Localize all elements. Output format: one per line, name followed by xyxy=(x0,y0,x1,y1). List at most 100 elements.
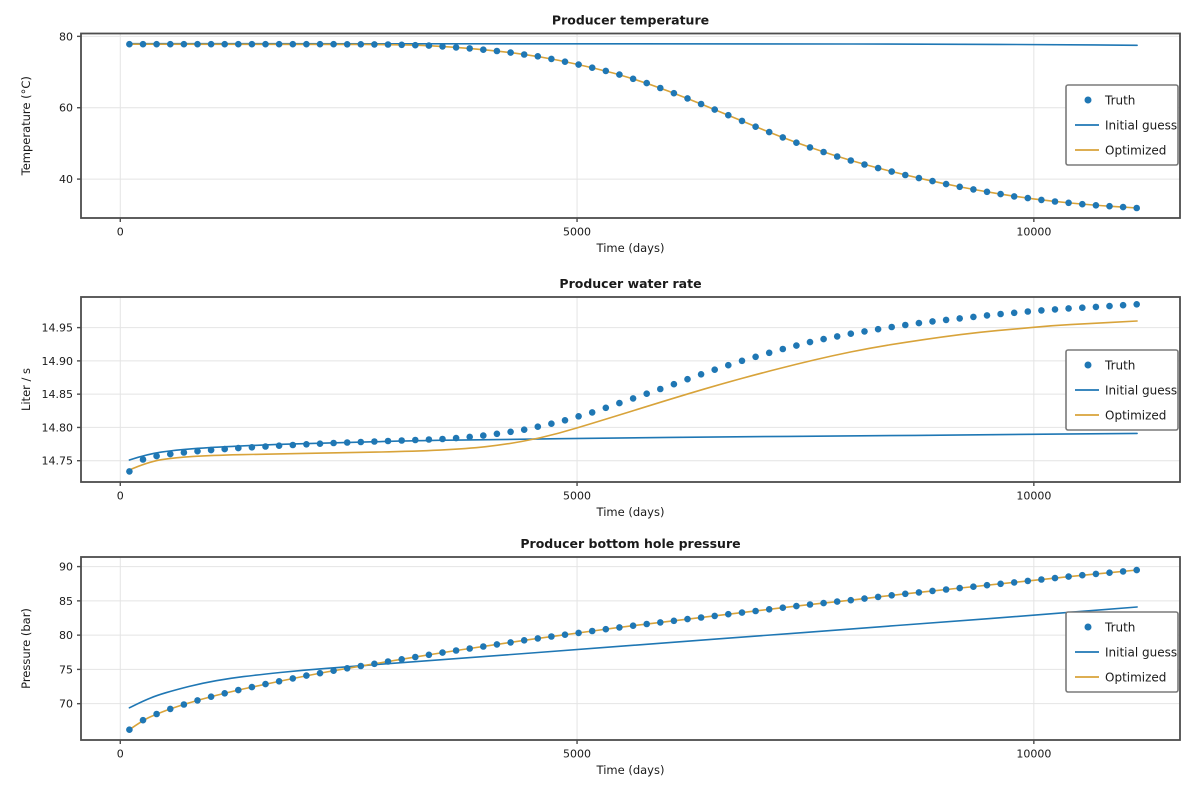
truth-dot xyxy=(1051,306,1059,313)
truth-dot xyxy=(942,180,950,188)
truth-dot xyxy=(806,338,814,346)
y-tick-label: 80 xyxy=(59,629,73,642)
truth-dot xyxy=(384,658,392,665)
legend-marker-dot xyxy=(1084,96,1092,104)
legend-label: Optimized xyxy=(1105,671,1166,685)
x-tick-label: 10000 xyxy=(1016,490,1051,503)
chart-title: Producer bottom hole pressure xyxy=(520,536,740,551)
truth-dot xyxy=(820,335,827,343)
x-tick-label: 10000 xyxy=(1016,748,1051,761)
truth-dot xyxy=(316,669,324,677)
truth-dot xyxy=(874,593,882,601)
chart-producer-water-rate: 0 5000 10000 14.75 14.80 14.85 14.90 14.95 Produ… xyxy=(19,276,1181,519)
truth-dot xyxy=(602,625,610,633)
truth-dot xyxy=(412,653,419,661)
legend-box xyxy=(1065,611,1179,693)
truth-dot xyxy=(139,40,147,48)
truth-dot xyxy=(793,342,800,349)
truth-dot xyxy=(194,447,201,455)
truth-dot xyxy=(888,592,895,599)
truth-dot xyxy=(520,637,528,644)
truth-dot xyxy=(997,310,1004,318)
truth-dot xyxy=(507,49,514,56)
chart-producer-bottom-hole-pressure: 0 5000 10000 70 75 80 85 90 Producer bottom hole… xyxy=(19,536,1181,777)
truth-dot xyxy=(1106,302,1113,310)
x-tick-label: 5000 xyxy=(563,748,591,761)
truth-dot xyxy=(289,441,297,449)
truth-dot xyxy=(806,144,814,151)
truth-dot xyxy=(983,581,991,589)
y-axis-label: Pressure (bar) xyxy=(19,608,33,689)
truth-dot xyxy=(1119,568,1127,575)
x-axis-label: Time (days) xyxy=(596,763,665,777)
truth-dot xyxy=(1079,304,1086,312)
y-tick-label: 80 xyxy=(59,30,73,43)
x-axis-label: Time (days) xyxy=(596,505,665,519)
truth-dot xyxy=(384,41,392,48)
truth-dot xyxy=(575,629,582,637)
truth-dot xyxy=(725,610,732,618)
truth-dot xyxy=(970,583,977,590)
truth-dot xyxy=(235,686,242,694)
truth-dot xyxy=(970,313,977,321)
x-tick-label: 0 xyxy=(117,226,124,239)
y-tick-label: 14.75 xyxy=(42,455,74,468)
y-tick-label: 75 xyxy=(59,663,73,676)
truth-dot xyxy=(956,315,963,322)
truth-dot xyxy=(507,639,514,646)
truth-dot xyxy=(493,641,501,648)
truth-dot xyxy=(330,667,337,674)
truth-dot xyxy=(616,624,623,631)
truth-dot xyxy=(806,601,814,608)
y-tick-label: 60 xyxy=(59,102,73,115)
truth-dot xyxy=(602,404,610,412)
truth-dot xyxy=(548,55,555,63)
truth-dot xyxy=(738,609,746,616)
truth-dot xyxy=(561,417,569,424)
series-line-optimized xyxy=(128,569,1138,731)
truth-dot xyxy=(425,651,433,659)
truth-dot xyxy=(235,444,242,452)
truth-dot xyxy=(616,71,623,78)
truth-dot xyxy=(629,395,637,402)
truth-dot xyxy=(915,319,923,327)
truth-dot xyxy=(439,43,446,50)
truth-dot xyxy=(956,183,963,191)
truth-dot xyxy=(711,612,718,620)
truth-dot xyxy=(1106,202,1113,210)
truth-dot xyxy=(684,375,691,383)
truth-dot xyxy=(588,409,596,416)
truth-dot xyxy=(657,619,664,626)
truth-dot xyxy=(167,450,174,458)
truth-dot xyxy=(725,361,732,369)
truth-dot xyxy=(330,40,337,48)
truth-dot xyxy=(929,587,936,595)
truth-dot xyxy=(847,596,855,604)
truth-dot xyxy=(316,40,324,48)
truth-dot xyxy=(1038,307,1045,314)
truth-dot xyxy=(929,177,936,185)
truth-dot xyxy=(1106,569,1113,576)
truth-dot xyxy=(180,40,188,48)
truth-dot xyxy=(275,40,283,48)
truth-dot xyxy=(534,423,542,431)
truth-dot xyxy=(874,164,882,172)
truth-dot xyxy=(752,123,759,130)
truth-dot xyxy=(997,580,1004,588)
truth-dot xyxy=(466,645,474,652)
truth-dot xyxy=(1010,309,1018,317)
truth-dot xyxy=(330,439,337,447)
truth-dot xyxy=(874,325,882,333)
truth-dot xyxy=(221,40,228,48)
truth-dot xyxy=(1065,573,1072,580)
y-tick-label: 70 xyxy=(59,698,73,711)
legend-label: Initial guess xyxy=(1105,119,1177,133)
truth-dot xyxy=(534,53,542,60)
truth-dot xyxy=(398,656,406,663)
truth-dot xyxy=(1038,576,1045,583)
truth-dot xyxy=(657,385,664,393)
truth-dot xyxy=(548,420,555,428)
truth-dot xyxy=(820,148,827,156)
truth-dot xyxy=(507,428,514,436)
